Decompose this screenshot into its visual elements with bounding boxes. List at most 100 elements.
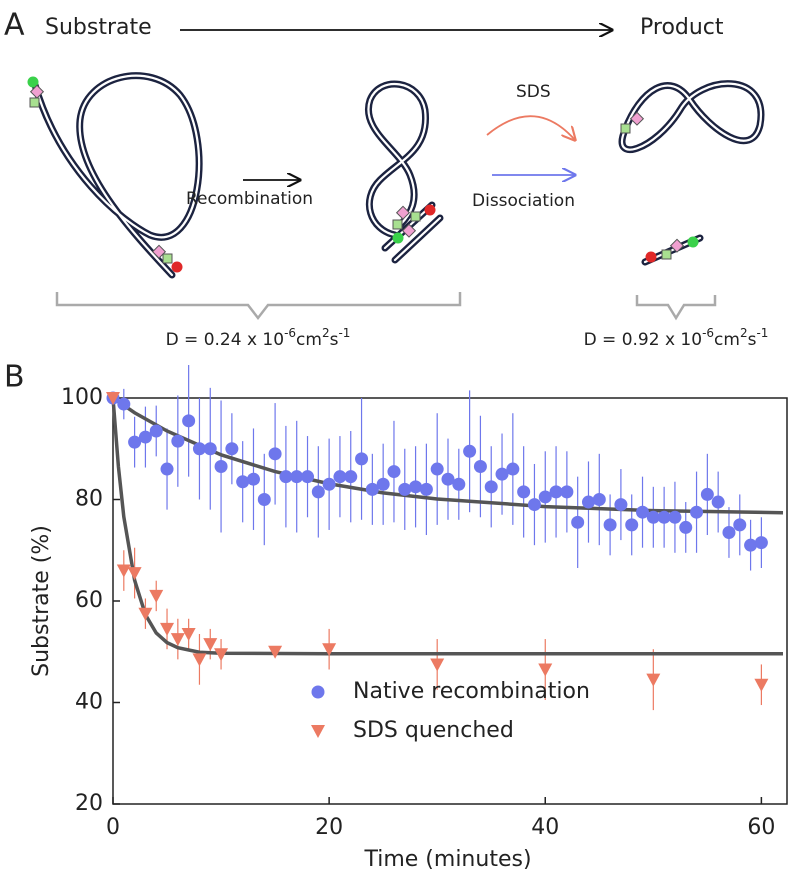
point bbox=[149, 424, 163, 438]
point bbox=[495, 467, 509, 481]
substrate-label: Substrate bbox=[45, 15, 152, 40]
point bbox=[192, 653, 207, 667]
point bbox=[679, 520, 693, 534]
point bbox=[311, 485, 325, 499]
point bbox=[463, 444, 477, 458]
point bbox=[636, 505, 650, 519]
point bbox=[538, 490, 552, 504]
point bbox=[419, 482, 433, 496]
x-tick-label: 20 bbox=[315, 815, 343, 840]
y-tick-label: 80 bbox=[75, 487, 103, 512]
point bbox=[138, 430, 152, 444]
recombination-label: Recombination bbox=[186, 189, 313, 209]
point bbox=[117, 397, 131, 411]
point bbox=[365, 482, 379, 496]
y-tick-label: 40 bbox=[75, 690, 103, 715]
legend-marker bbox=[311, 685, 325, 699]
point bbox=[452, 477, 466, 491]
y-tick-label: 20 bbox=[75, 791, 103, 816]
diffusion-left: D = 0.24 x 10-6cm2s-1 bbox=[166, 326, 351, 351]
point bbox=[127, 567, 142, 581]
point bbox=[160, 622, 175, 636]
y-axis-label: Substrate (%) bbox=[29, 525, 54, 677]
diffusion-part: cm bbox=[714, 330, 740, 350]
diffusion-right: D = 0.92 x 10-6cm2s-1 bbox=[584, 326, 769, 351]
point bbox=[690, 505, 704, 519]
point bbox=[138, 607, 153, 621]
y-tick-label: 100 bbox=[61, 385, 103, 410]
diffusion-part: 2 bbox=[322, 326, 330, 340]
point bbox=[160, 462, 174, 476]
x-tick-label: 0 bbox=[106, 815, 120, 840]
point bbox=[473, 460, 487, 474]
point bbox=[236, 475, 250, 489]
point bbox=[527, 498, 541, 512]
point bbox=[571, 515, 585, 529]
point bbox=[711, 495, 725, 509]
bracket bbox=[55, 292, 462, 321]
point bbox=[257, 493, 271, 506]
point bbox=[560, 485, 574, 499]
panel-label: B bbox=[4, 360, 25, 395]
point bbox=[149, 589, 164, 603]
point bbox=[614, 498, 628, 512]
point bbox=[754, 678, 769, 692]
diffusion-part: -1 bbox=[338, 326, 350, 340]
substrate-dna bbox=[27, 72, 203, 279]
point bbox=[409, 480, 423, 494]
diffusion-part: s bbox=[330, 330, 339, 350]
point bbox=[268, 645, 283, 659]
point bbox=[754, 536, 768, 550]
point bbox=[322, 643, 337, 657]
fit-line bbox=[111, 397, 783, 656]
point bbox=[387, 465, 401, 479]
point bbox=[646, 673, 661, 687]
point bbox=[214, 648, 229, 662]
legend-marker bbox=[311, 725, 325, 738]
diffusion-part: -1 bbox=[756, 326, 768, 340]
point bbox=[301, 470, 315, 484]
point bbox=[581, 495, 595, 509]
point bbox=[181, 627, 196, 641]
bracket bbox=[635, 295, 717, 321]
point bbox=[538, 663, 553, 677]
point bbox=[506, 462, 520, 476]
point bbox=[646, 510, 660, 524]
point bbox=[592, 493, 606, 506]
plot-frame bbox=[112, 397, 788, 805]
diffusion-part: D = 0.92 x 10 bbox=[584, 330, 703, 350]
point bbox=[214, 460, 228, 474]
point bbox=[128, 435, 142, 449]
point bbox=[722, 525, 736, 539]
panel-a: A Substrate Product Recombination bbox=[4, 8, 768, 351]
legend-label: Native recombination bbox=[353, 679, 590, 704]
sds-label: SDS bbox=[516, 82, 551, 102]
point bbox=[668, 510, 682, 524]
arrow bbox=[486, 115, 575, 140]
diffusion-part: s bbox=[748, 330, 757, 350]
legend-label: SDS quenched bbox=[353, 718, 514, 743]
point bbox=[171, 434, 185, 448]
product-label: Product bbox=[640, 15, 724, 40]
point bbox=[344, 470, 358, 484]
panel-label: A bbox=[4, 8, 25, 43]
diffusion-part: 2 bbox=[740, 326, 748, 340]
y-tick-label: 60 bbox=[75, 588, 103, 613]
point bbox=[441, 472, 455, 486]
point bbox=[182, 414, 196, 428]
point bbox=[203, 442, 217, 456]
point bbox=[657, 510, 671, 524]
point bbox=[246, 472, 260, 486]
point bbox=[225, 442, 239, 456]
x-axis-label: Time (minutes) bbox=[363, 847, 531, 872]
point bbox=[290, 470, 304, 484]
point bbox=[398, 482, 412, 496]
point bbox=[116, 564, 131, 578]
dissociation-label: Dissociation bbox=[472, 191, 575, 211]
point bbox=[355, 452, 369, 466]
x-tick-label: 40 bbox=[531, 815, 559, 840]
point bbox=[322, 477, 336, 491]
point bbox=[430, 462, 444, 476]
